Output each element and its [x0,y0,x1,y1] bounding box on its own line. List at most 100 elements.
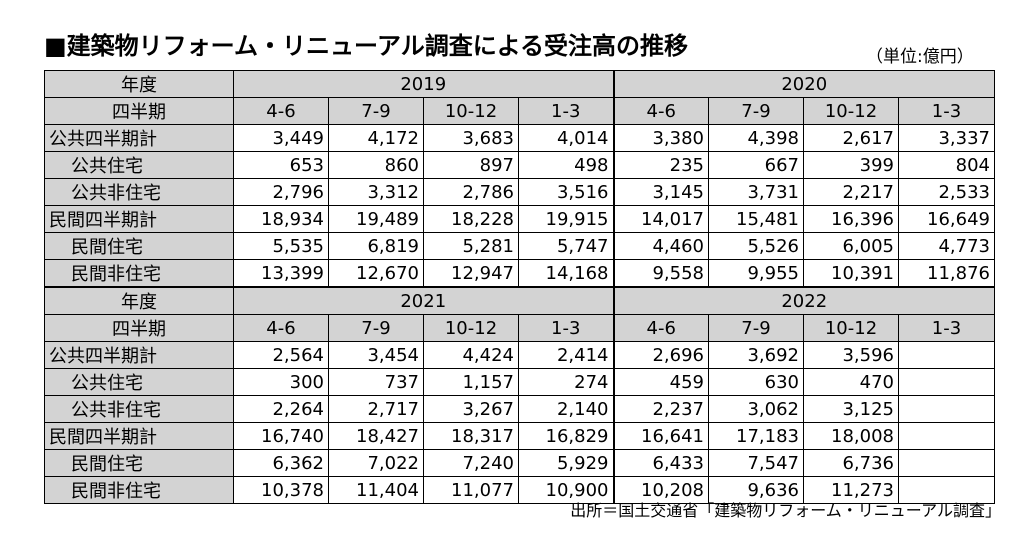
quarter-header-row: 四半期 4-6 7-9 10-12 1-3 4-6 7-9 10-12 1-3 [44,97,995,125]
table-row: 公共非住宅 2,796 3,312 2,786 3,516 3,145 3,731 2,217… [44,178,995,206]
table-row: 公共住宅 653 860 897 498 235 667 399 804 [44,151,995,179]
row-label: 民間住宅 [44,449,234,477]
quarter-header: 4-6 [612,97,709,125]
value-cell: 7,547 [708,449,804,477]
value-cell: 4,014 [518,124,614,152]
quarter-header: 4-6 [612,314,709,342]
value-cell: 897 [423,151,519,179]
row-label: 民間非住宅 [44,259,234,288]
row-label: 公共非住宅 [44,178,234,206]
table-row: 民間住宅 5,535 6,819 5,281 5,747 4,460 5,526 6,005 4… [44,232,995,260]
value-cell: 2,533 [898,178,995,206]
fiscal-year-header: 2019 [233,70,614,98]
value-cell: 11,273 [803,476,899,504]
quarter-header: 10-12 [423,314,519,342]
value-cell: 3,454 [328,341,424,369]
value-cell: 9,636 [708,476,804,504]
year-header-row: 年度 2019 2020 [44,70,995,98]
value-cell: 2,140 [518,395,614,423]
value-cell: 2,786 [423,178,519,206]
value-cell [898,476,995,504]
value-cell: 5,747 [518,232,614,260]
value-cell: 10,378 [233,476,329,504]
value-cell: 4,773 [898,232,995,260]
value-cell: 6,362 [233,449,329,477]
value-cell [898,422,995,450]
quarter-header: 4-6 [233,97,329,125]
table-row: 公共非住宅 2,264 2,717 3,267 2,140 2,237 3,062 3,125 [44,395,995,423]
value-cell: 16,649 [898,205,995,233]
value-cell: 6,005 [803,232,899,260]
quarter-header: 1-3 [518,97,614,125]
value-cell: 653 [233,151,329,179]
value-cell: 3,267 [423,395,519,423]
value-cell: 3,516 [518,178,614,206]
row-label: 公共非住宅 [44,395,234,423]
value-cell: 5,526 [708,232,804,260]
value-cell: 11,876 [898,259,995,288]
value-cell: 3,692 [708,341,804,369]
value-cell: 2,796 [233,178,329,206]
value-cell: 12,670 [328,259,424,288]
table-row: 公共四半期計 2,564 3,454 4,424 2,414 2,696 3,692 3,59… [44,341,995,369]
value-cell: 17,183 [708,422,804,450]
value-cell: 16,740 [233,422,329,450]
row-label: 民間住宅 [44,232,234,260]
quarter-header: 10-12 [803,97,899,125]
value-cell: 5,535 [233,232,329,260]
value-cell [898,341,995,369]
value-cell: 3,337 [898,124,995,152]
quarter-header-row: 四半期 4-6 7-9 10-12 1-3 4-6 7-9 10-12 1-3 [44,314,995,342]
value-cell: 3,125 [803,395,899,423]
value-cell: 7,240 [423,449,519,477]
value-cell: 10,208 [612,476,709,504]
value-cell: 2,237 [612,395,709,423]
value-cell: 3,312 [328,178,424,206]
table-row: 公共四半期計 3,449 4,172 3,683 4,014 3,380 4,398 2,61… [44,124,995,152]
value-cell: 15,481 [708,205,804,233]
value-cell: 11,077 [423,476,519,504]
value-cell: 2,564 [233,341,329,369]
value-cell: 804 [898,151,995,179]
year-header-row: 年度 2021 2022 [44,286,995,315]
value-cell: 1,157 [423,368,519,396]
quarter-header: 4-6 [233,314,329,342]
row-label: 公共四半期計 [44,124,234,152]
unit-label: （単位:億円） [866,47,974,67]
quarter-header: 1-3 [898,314,995,342]
value-cell: 9,955 [708,259,804,288]
value-cell: 274 [518,368,614,396]
quarter-header-label: 四半期 [44,314,234,342]
value-cell: 498 [518,151,614,179]
value-cell: 2,217 [803,178,899,206]
order-volume-table: 年度 2019 2020 四半期 4-6 7-9 10-12 1-3 4-6 7-9 10-12 1-… [44,70,995,504]
value-cell [898,395,995,423]
quarter-header: 1-3 [898,97,995,125]
year-header-label: 年度 [44,286,234,315]
table-row: 民間四半期計 18,934 19,489 18,228 19,915 14,017 15,4… [44,205,995,233]
year-header-label: 年度 [44,70,234,98]
value-cell: 300 [233,368,329,396]
fiscal-year-header: 2020 [612,70,995,98]
value-cell: 399 [803,151,899,179]
value-cell: 630 [708,368,804,396]
value-cell: 2,617 [803,124,899,152]
value-cell: 19,915 [518,205,614,233]
value-cell: 3,596 [803,341,899,369]
value-cell: 470 [803,368,899,396]
value-cell: 9,558 [612,259,709,288]
value-cell: 2,414 [518,341,614,369]
value-cell: 2,696 [612,341,709,369]
table-row: 民間非住宅 10,378 11,404 11,077 10,900 10,208 9,636… [44,476,995,504]
value-cell: 3,062 [708,395,804,423]
quarter-header: 10-12 [803,314,899,342]
value-cell: 3,731 [708,178,804,206]
value-cell: 10,900 [518,476,614,504]
quarter-header: 7-9 [328,314,424,342]
value-cell: 3,145 [612,178,709,206]
value-cell: 16,829 [518,422,614,450]
value-cell: 18,228 [423,205,519,233]
value-cell: 6,433 [612,449,709,477]
source-note: 出所＝国土交通省「建築物リフォーム・リニューアル調査」 [570,501,1001,520]
value-cell: 3,380 [612,124,709,152]
